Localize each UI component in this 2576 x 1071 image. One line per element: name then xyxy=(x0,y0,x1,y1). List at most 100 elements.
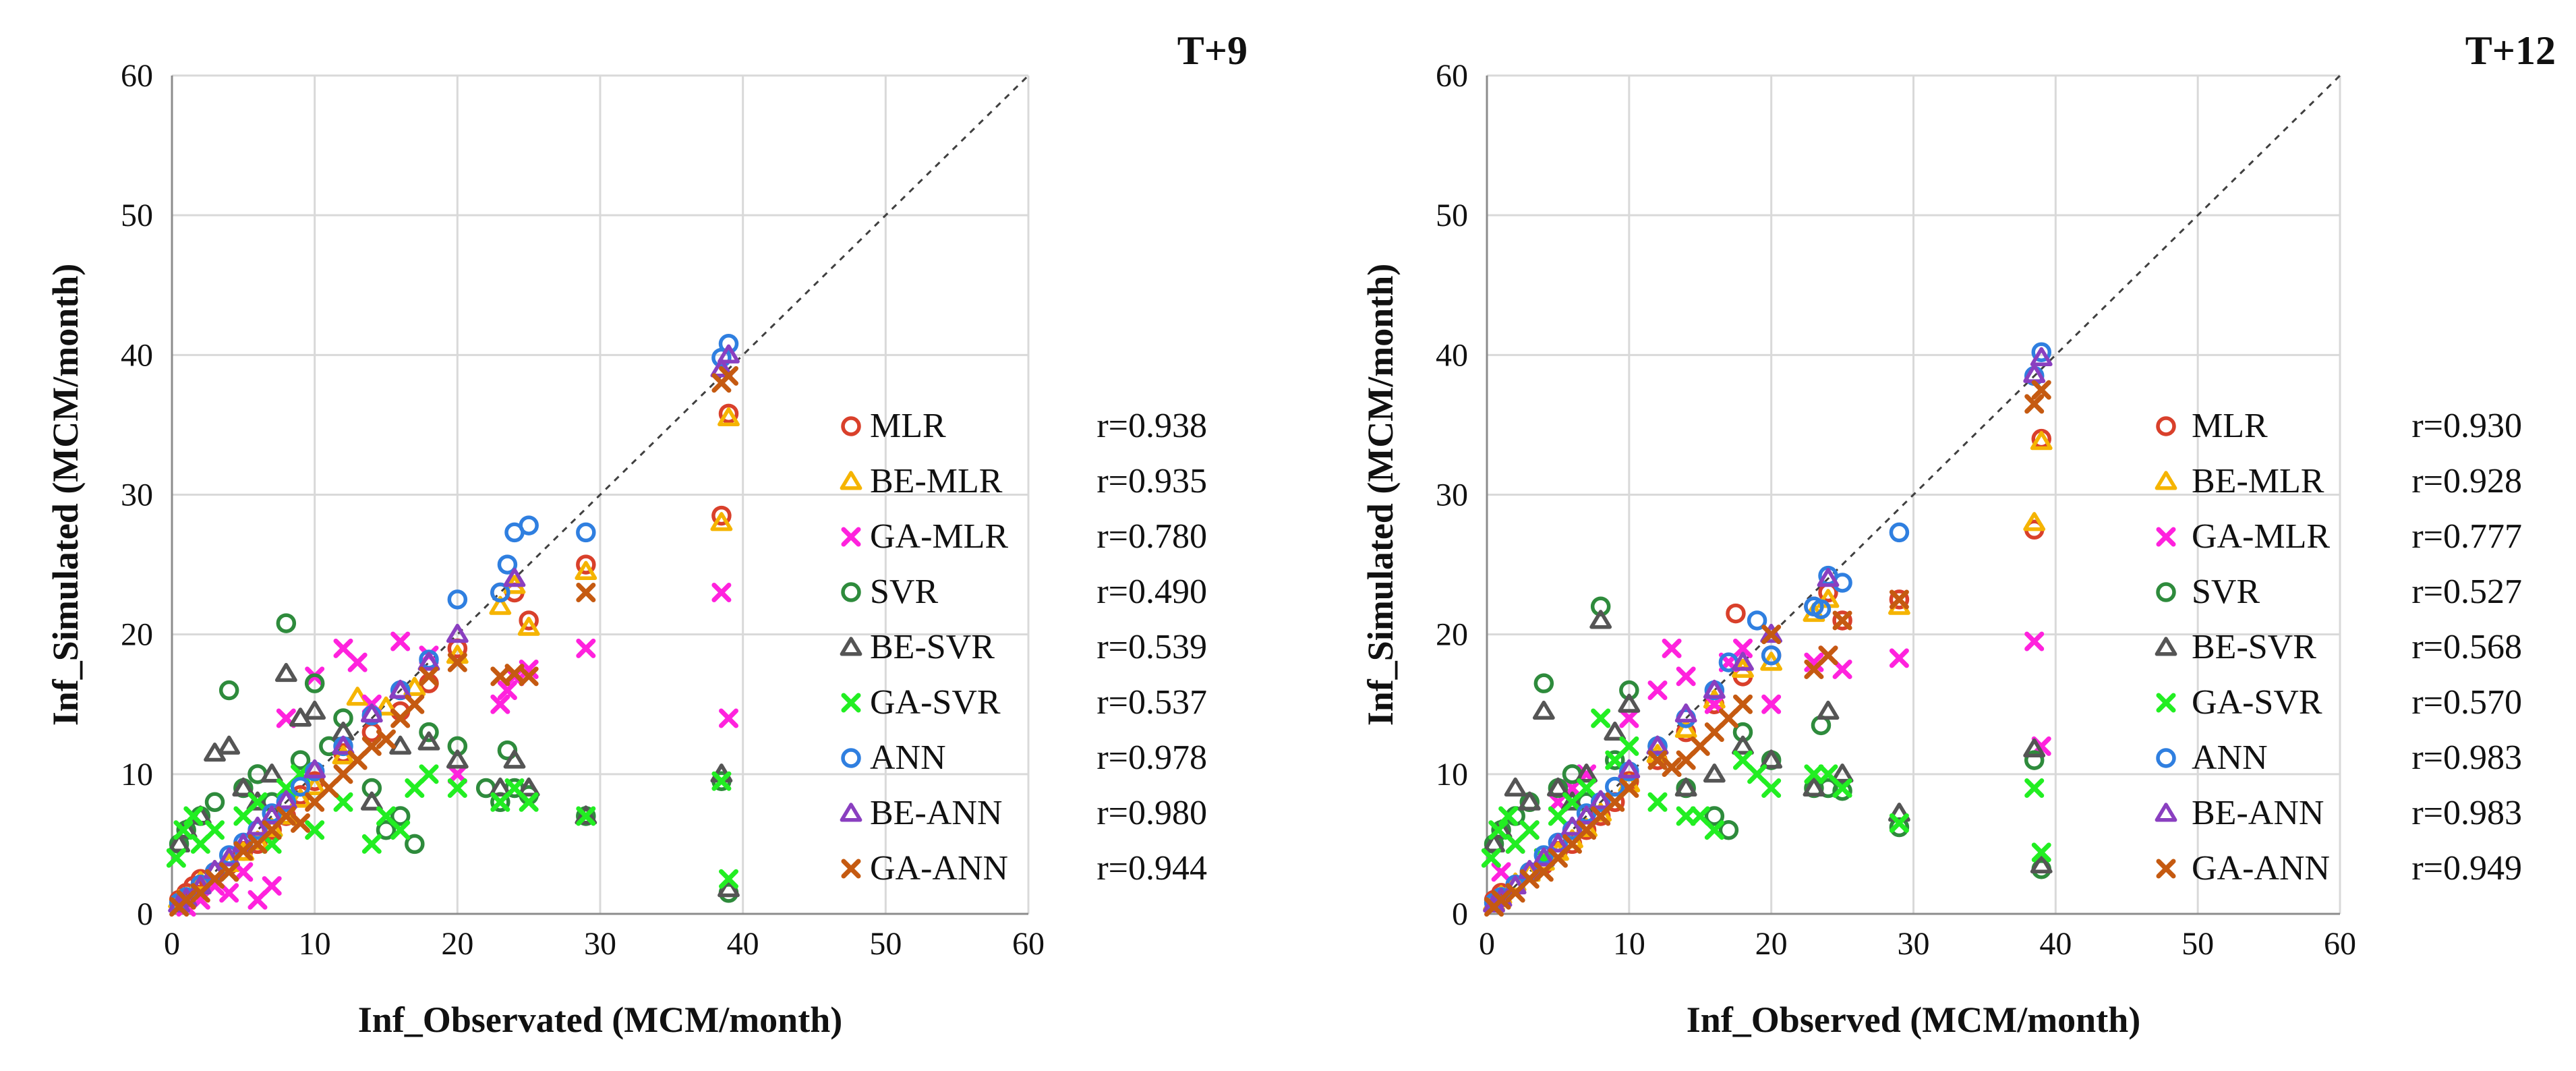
y-tick-label: 50 xyxy=(1436,198,1468,233)
series-ga-ann xyxy=(169,366,738,917)
y-tick-label: 10 xyxy=(1436,757,1468,792)
data-point xyxy=(304,673,325,693)
legend-marker xyxy=(841,416,861,436)
legend-marker xyxy=(840,637,862,656)
data-point xyxy=(446,749,469,769)
data-point xyxy=(233,862,254,882)
data-point xyxy=(1674,703,1697,723)
data-point xyxy=(274,790,297,809)
data-point xyxy=(168,833,190,852)
legend-entry-name: BE-SVR xyxy=(870,628,995,666)
data-point xyxy=(1703,763,1726,783)
legend-marker xyxy=(841,859,861,879)
data-point xyxy=(1761,694,1782,714)
panel-title: T+12 xyxy=(2465,28,2556,73)
data-point xyxy=(290,776,311,797)
legend-marker xyxy=(840,803,862,822)
series-be-svr xyxy=(168,662,740,898)
data-point xyxy=(519,792,539,812)
data-point xyxy=(1548,848,1568,868)
legend-entry-name: GA-ANN xyxy=(2192,849,2330,888)
legend-entry-r: r=0.570 xyxy=(2411,683,2522,722)
x-tick-label: 60 xyxy=(2324,926,2356,962)
data-point xyxy=(1591,806,1611,826)
data-point xyxy=(2023,738,2046,758)
x-tick-label: 10 xyxy=(299,926,331,962)
data-point xyxy=(710,512,733,531)
legend-entry-name: ANN xyxy=(870,739,946,777)
data-point xyxy=(2031,842,2051,863)
data-point xyxy=(1817,568,1840,587)
data-point xyxy=(1577,820,1597,840)
data-point xyxy=(333,764,353,784)
data-point xyxy=(1818,764,1838,784)
data-point xyxy=(719,869,738,889)
data-point xyxy=(1676,806,1696,826)
data-point xyxy=(1605,792,1625,812)
data-point xyxy=(176,890,196,910)
data-point xyxy=(447,778,467,799)
data-point xyxy=(718,334,739,354)
data-point xyxy=(260,805,283,825)
data-point xyxy=(246,816,269,836)
data-point xyxy=(2030,854,2053,873)
data-point xyxy=(504,778,525,799)
data-point xyxy=(1733,694,1753,714)
data-point xyxy=(503,749,526,769)
data-point xyxy=(1488,820,1509,840)
data-point xyxy=(1605,750,1625,770)
data-point xyxy=(1747,610,1767,631)
data-point xyxy=(1761,645,1782,666)
legend: MLR r=0.930 BE-MLR r=0.928 GA-MLR r=0.777 SVR r… xyxy=(2155,407,2522,888)
legend-marker xyxy=(2156,416,2176,436)
data-point xyxy=(1504,777,1527,797)
x-tick-label: 40 xyxy=(727,926,759,962)
legend-entry-r: r=0.949 xyxy=(2411,849,2522,888)
data-point xyxy=(390,631,411,652)
data-point xyxy=(1518,791,1541,811)
data-point xyxy=(710,358,733,378)
legend-marker xyxy=(2156,527,2176,547)
legend-entry-r: r=0.938 xyxy=(1096,407,1207,445)
data-point xyxy=(447,589,468,610)
data-point xyxy=(1481,848,1501,868)
x-tick-label: 10 xyxy=(1613,926,1645,962)
panel-title: T+9 xyxy=(1177,28,1248,73)
data-point xyxy=(1674,718,1697,739)
data-point xyxy=(183,806,204,826)
data-point xyxy=(2030,431,2053,451)
data-point xyxy=(1605,776,1625,797)
data-point xyxy=(1562,792,1582,812)
data-point xyxy=(376,806,396,826)
data-point xyxy=(1760,623,1783,643)
data-point xyxy=(1889,813,1909,833)
data-point xyxy=(1662,638,1682,658)
data-point xyxy=(1605,750,1625,770)
data-point xyxy=(1831,763,1854,783)
data-point xyxy=(1662,757,1682,777)
data-point xyxy=(1704,694,1724,714)
data-point xyxy=(1589,790,1612,809)
y-tick-label: 0 xyxy=(137,896,153,932)
data-point xyxy=(1547,777,1569,797)
data-point xyxy=(1732,652,1754,671)
y-tick-label: 30 xyxy=(1436,477,1468,513)
series-ga-svr xyxy=(1481,708,2051,868)
data-point xyxy=(1647,750,1668,770)
data-point xyxy=(1589,610,1612,629)
data-point xyxy=(1646,735,1669,755)
data-point xyxy=(390,820,411,840)
x-tick-label: 60 xyxy=(1012,926,1045,962)
data-point xyxy=(576,522,596,543)
data-point xyxy=(1817,700,1840,720)
data-point xyxy=(490,792,510,812)
data-point xyxy=(1832,778,1852,799)
legend-entry-name: GA-MLR xyxy=(870,517,1008,556)
data-point xyxy=(303,700,326,720)
data-point xyxy=(305,792,325,812)
y-tick-label: 20 xyxy=(1436,617,1468,653)
data-point xyxy=(1704,806,1725,826)
legend: MLR r=0.938 BE-MLR r=0.935 GA-MLR r=0.780 SVR r… xyxy=(840,407,1207,888)
data-point xyxy=(2024,631,2045,652)
data-point xyxy=(1575,805,1598,825)
